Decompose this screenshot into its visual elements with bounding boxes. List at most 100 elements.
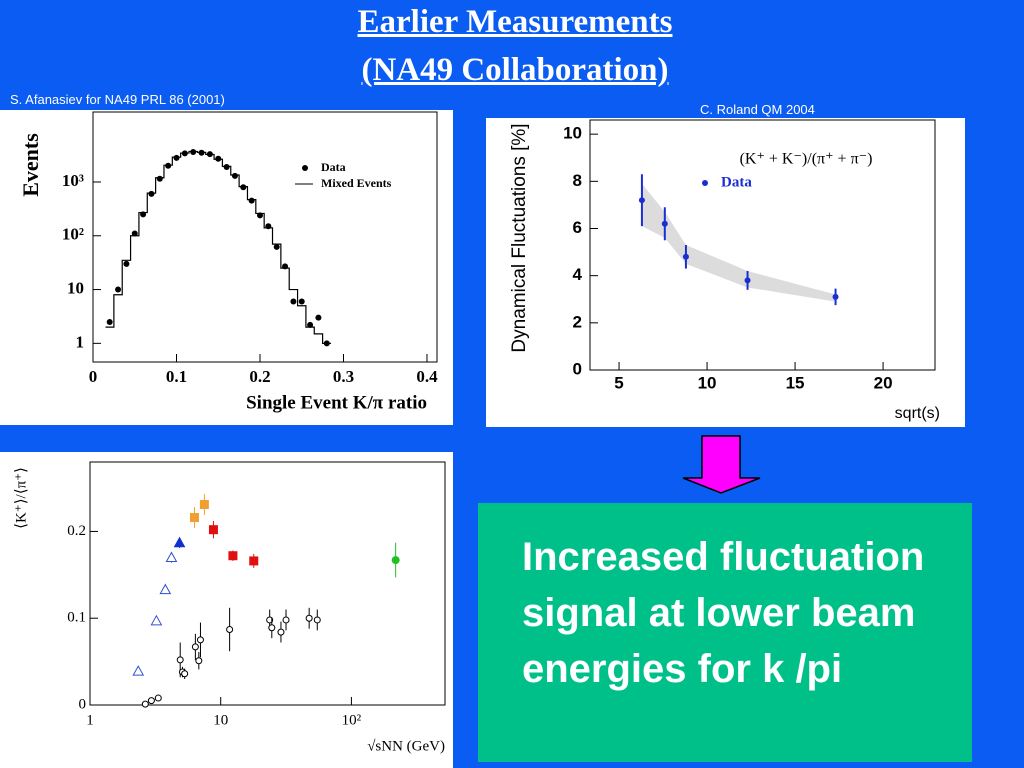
chart: 1 10 10² 0 0.1 0.2 ⟨K⁺⟩/⟨π⁺⟩ √sNN (GeV)	[0, 452, 453, 768]
point	[682, 253, 689, 260]
plot-frame	[589, 119, 936, 371]
point	[190, 149, 197, 156]
point	[298, 298, 305, 305]
chart: 0 0.1 0.2 0.3 0.4 1 10 10² 10³ Events Single Event…	[0, 110, 453, 425]
y-tick-label: 6	[573, 218, 582, 237]
x-axis-label: √sNN (GeV)	[367, 738, 445, 754]
y-axis-label: ⟨K⁺⟩/⟨π⁺⟩	[13, 467, 29, 529]
y-tick-label: 10³	[62, 171, 84, 190]
point	[268, 624, 276, 632]
y-tick-label: 10	[563, 124, 582, 143]
point	[173, 154, 180, 161]
y-tick-label: 8	[573, 171, 582, 190]
point	[148, 190, 155, 197]
x-tick-label: 0.2	[249, 367, 270, 386]
note-text: Increased fluctuation signal at lower be…	[522, 535, 925, 691]
point	[173, 536, 186, 548]
y-tick-label: 0.2	[67, 523, 86, 539]
point	[141, 700, 149, 708]
arrow	[682, 435, 761, 494]
x-tick-label: 10	[213, 712, 228, 728]
slide-title: Earlier Measurements	[357, 4, 673, 40]
band	[641, 183, 836, 302]
point	[248, 197, 255, 204]
point	[196, 636, 204, 644]
point	[147, 697, 155, 705]
chart: 5 10 15 20 0 2 4 6 8 10 Dynamical Fluctuations [%]…	[486, 118, 965, 427]
point	[115, 286, 122, 293]
point	[223, 163, 230, 170]
point	[156, 175, 163, 182]
point	[176, 656, 184, 664]
point	[744, 277, 751, 284]
x-tick-label: 1	[86, 712, 94, 728]
panel	[0, 452, 453, 768]
point	[154, 694, 162, 702]
annotation: (K⁺ + K⁻)/(π⁺ + π⁻)	[740, 151, 873, 168]
y-tick-label: 0.1	[67, 610, 86, 626]
point	[208, 525, 218, 535]
x-tick-label: 0.4	[416, 367, 438, 386]
point	[165, 551, 178, 562]
step-line	[105, 150, 331, 344]
point	[199, 500, 209, 510]
y-tick-label: 0	[573, 359, 582, 378]
point	[231, 172, 238, 179]
point	[249, 556, 259, 566]
point	[290, 298, 297, 305]
y-axis-label: Events	[18, 133, 43, 197]
legend-label: Mixed Events	[321, 176, 392, 190]
x-tick-label: 5	[614, 373, 623, 392]
y-tick-label: 10	[67, 278, 84, 297]
x-tick-label: 15	[786, 373, 805, 392]
point	[195, 657, 203, 665]
note-box: Increased fluctuation signal at lower be…	[478, 503, 972, 762]
point	[305, 614, 313, 622]
point	[266, 616, 274, 624]
point	[159, 583, 172, 595]
point	[181, 670, 189, 678]
point	[313, 616, 321, 624]
credit: C. Roland QM 2004	[700, 102, 815, 117]
x-tick-label: 10	[698, 373, 717, 392]
point	[123, 260, 130, 267]
x-tick-label: 0	[89, 367, 98, 386]
point	[282, 616, 290, 624]
x-tick-label: 0.1	[166, 367, 187, 386]
x-axis-label: sqrt(s)	[895, 405, 940, 422]
point	[277, 628, 285, 636]
plot-frame	[92, 111, 438, 363]
point	[106, 318, 113, 325]
x-axis-label: Single Event K/π ratio	[246, 392, 427, 413]
panel	[0, 110, 453, 425]
point	[132, 665, 145, 676]
y-tick-label: 2	[573, 312, 582, 331]
plot-frame	[89, 461, 446, 706]
point	[273, 243, 280, 250]
point	[832, 293, 839, 300]
x-tick-label: 0.3	[333, 367, 354, 386]
y-tick-label: 4	[573, 265, 583, 284]
point	[661, 220, 668, 227]
point	[307, 321, 314, 328]
slide-title: (NA49 Collaboration)	[361, 52, 669, 88]
y-axis-label: Dynamical Fluctuations [%]	[509, 123, 530, 352]
credit: S. Afanasiev for NA49 PRL 86 (2001)	[10, 92, 225, 107]
y-tick-label: 1	[76, 332, 85, 351]
legend-swatch	[702, 180, 708, 186]
legend-swatch	[302, 165, 308, 171]
point	[638, 197, 645, 204]
y-tick-label: 0	[79, 696, 87, 712]
point	[191, 643, 199, 651]
x-tick-label: 10²	[342, 712, 362, 728]
x-tick-label: 20	[874, 373, 893, 392]
point	[315, 314, 322, 321]
legend-label: Data	[321, 160, 346, 174]
point	[131, 230, 138, 237]
y-tick-label: 10²	[62, 225, 84, 244]
point	[150, 614, 163, 626]
point	[189, 513, 199, 523]
legend-label: Data	[721, 174, 752, 190]
